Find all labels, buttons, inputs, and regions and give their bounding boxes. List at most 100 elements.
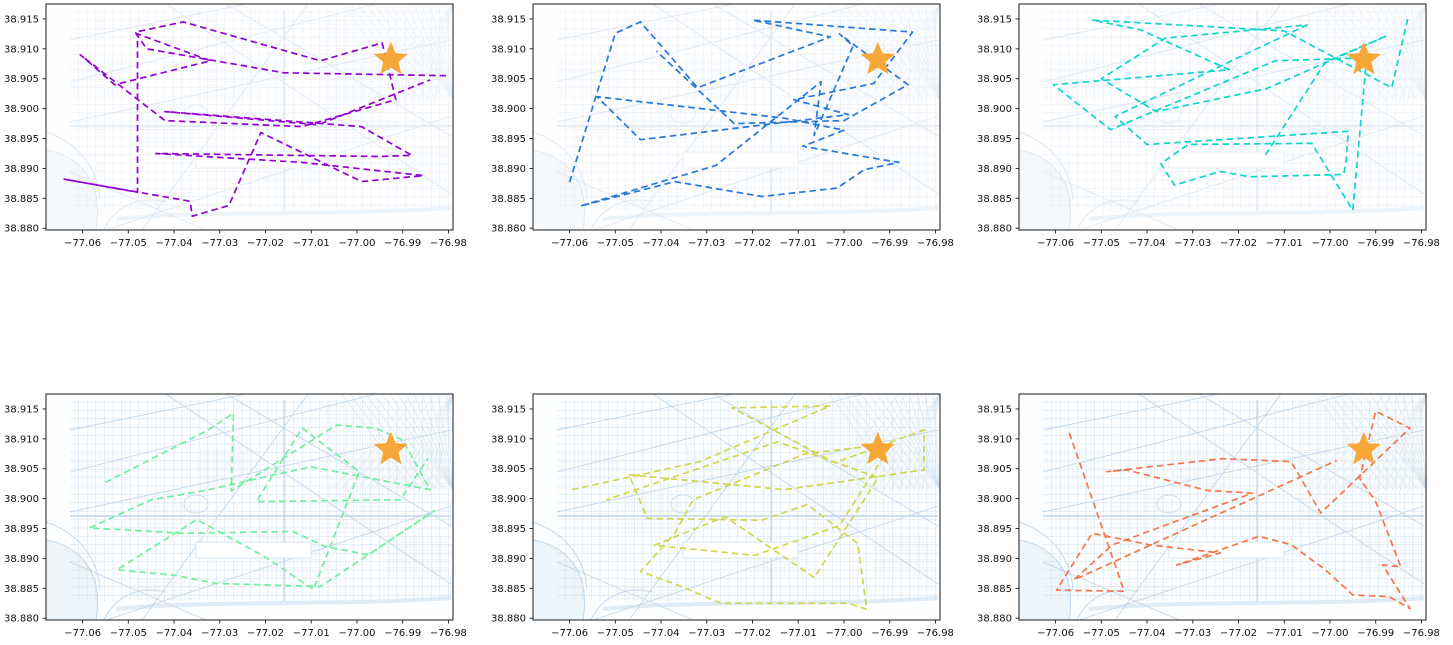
x-tick-label: −76.98	[430, 628, 467, 639]
x-tick-label: −77.06	[64, 238, 101, 249]
x-tick-label: −77.00	[338, 238, 375, 249]
star-icon	[1346, 431, 1381, 465]
river-shape	[1019, 540, 1071, 620]
y-tick-label: 38.900	[977, 494, 1012, 505]
mall-shape	[195, 541, 312, 559]
y-tick-label: 38.895	[491, 134, 526, 145]
basemap-layer	[533, 394, 940, 620]
subplot-row0-col1: −77.06 −77.05 −77.04 −77.03 −77.02 −77.01 −77.…	[476, 0, 954, 256]
y-tick-label: 38.880	[491, 224, 526, 235]
x-tick-label: −77.04	[1129, 628, 1166, 639]
subplot-row1-col1: −77.06 −77.05 −77.04 −77.03 −77.02 −77.01 −77.…	[476, 388, 954, 645]
x-tick-label: −76.99	[1357, 628, 1394, 639]
x-tick-label: −77.03	[688, 628, 725, 639]
y-tick-label: 38.885	[4, 194, 39, 205]
x-tick-label: −76.98	[917, 628, 954, 639]
subplot-row1-col0: −77.06 −77.05 −77.04 −77.03 −77.02 −77.01 −77.…	[0, 388, 467, 645]
x-tick-label: −77.03	[688, 238, 725, 249]
x-tick-label: −77.06	[1037, 238, 1074, 249]
x-tick-label: −77.00	[1311, 238, 1348, 249]
y-tick-label: 38.905	[977, 464, 1012, 475]
x-tick-label: −77.02	[247, 238, 284, 249]
y-tick-label: 38.915	[4, 404, 39, 415]
y-tick-label: 38.900	[4, 104, 39, 115]
y-tick-label: 38.880	[4, 614, 39, 625]
axes-spines	[532, 3, 941, 231]
x-tick-label: −76.99	[384, 628, 421, 639]
y-tick-label: 38.880	[4, 224, 39, 235]
map-plot-routes-cyan: −77.06 −77.05 −77.04 −77.03 −77.02 −77.01 −77.…	[977, 3, 1440, 249]
star-icon	[860, 41, 895, 75]
x-tick-label: −77.05	[110, 628, 147, 639]
basemap-layer	[1019, 394, 1426, 620]
star-icon	[860, 431, 895, 465]
axes-spines	[1018, 3, 1427, 231]
map-plot-routes-blue: −77.06 −77.05 −77.04 −77.03 −77.02 −77.01 −77.…	[491, 3, 954, 249]
subplot-row1-col2: −77.06 −77.05 −77.04 −77.03 −77.02 −77.01 −77.…	[962, 388, 1440, 645]
x-tick-label: −77.06	[551, 238, 588, 249]
y-tick-label: 38.905	[491, 74, 526, 85]
basemap-layer	[46, 4, 453, 230]
river-shape	[46, 150, 98, 230]
x-tick-label: −77.06	[551, 628, 588, 639]
y-tick-label: 38.910	[4, 434, 39, 445]
x-tick-label: −77.03	[1174, 238, 1211, 249]
x-tick-label: −76.98	[1403, 628, 1440, 639]
y-tick-label: 38.890	[977, 554, 1012, 565]
route-path-routes-purple	[63, 21, 447, 218]
x-tick-label: −76.99	[384, 238, 421, 249]
star-icon	[1346, 41, 1381, 75]
x-tick-label: −77.05	[1083, 238, 1120, 249]
y-tick-label: 38.915	[491, 14, 526, 25]
basemap-layer	[533, 4, 940, 230]
basemap-layer	[1019, 4, 1426, 230]
y-tick-label: 38.900	[491, 104, 526, 115]
x-tick-label: −77.02	[734, 238, 771, 249]
x-tick-label: −77.05	[1083, 628, 1120, 639]
route-path-routes-yellow	[571, 405, 925, 611]
x-tick-label: −77.05	[597, 238, 634, 249]
x-tick-label: −77.01	[1266, 238, 1303, 249]
x-tick-label: −77.00	[825, 628, 862, 639]
y-tick-label: 38.885	[4, 584, 39, 595]
x-tick-label: −77.01	[780, 238, 817, 249]
x-tick-label: −77.06	[64, 628, 101, 639]
x-tick-label: −77.03	[201, 238, 238, 249]
y-tick-label: 38.910	[491, 44, 526, 55]
map-plot-routes-yellow: −77.06 −77.05 −77.04 −77.03 −77.02 −77.01 −77.…	[491, 393, 954, 639]
y-tick-label: 38.895	[977, 524, 1012, 535]
x-tick-label: −77.01	[1266, 628, 1303, 639]
x-tick-label: −77.04	[643, 628, 680, 639]
y-tick-label: 38.885	[491, 194, 526, 205]
axes-spines	[1018, 393, 1427, 621]
y-tick-label: 38.895	[4, 134, 39, 145]
x-tick-label: −77.04	[1129, 238, 1166, 249]
x-tick-label: −77.02	[734, 628, 771, 639]
y-tick-label: 38.915	[977, 404, 1012, 415]
river-shape	[1019, 150, 1071, 230]
x-tick-label: −77.02	[1220, 238, 1257, 249]
y-tick-label: 38.880	[977, 614, 1012, 625]
subplot-row0-col0: −77.06 −77.05 −77.04 −77.03 −77.02 −77.01 −77.…	[0, 0, 467, 256]
y-tick-label: 38.890	[4, 554, 39, 565]
x-tick-label: −77.02	[1220, 628, 1257, 639]
y-tick-label: 38.890	[491, 554, 526, 565]
y-tick-label: 38.905	[4, 464, 39, 475]
y-tick-label: 38.890	[4, 164, 39, 175]
y-tick-label: 38.900	[4, 494, 39, 505]
x-tick-label: −77.04	[643, 238, 680, 249]
y-tick-label: 38.895	[4, 524, 39, 535]
axes-spines	[532, 393, 941, 621]
y-tick-label: 38.915	[4, 14, 39, 25]
y-tick-label: 38.910	[977, 434, 1012, 445]
mall-shape	[1168, 151, 1285, 169]
x-tick-label: −77.01	[780, 628, 817, 639]
y-tick-label: 38.880	[491, 614, 526, 625]
x-tick-label: −77.00	[825, 238, 862, 249]
y-tick-label: 38.880	[977, 224, 1012, 235]
y-tick-label: 38.905	[491, 464, 526, 475]
y-tick-label: 38.915	[977, 14, 1012, 25]
axes-spines	[45, 3, 454, 231]
x-tick-label: −76.99	[871, 238, 908, 249]
y-tick-label: 38.890	[977, 164, 1012, 175]
